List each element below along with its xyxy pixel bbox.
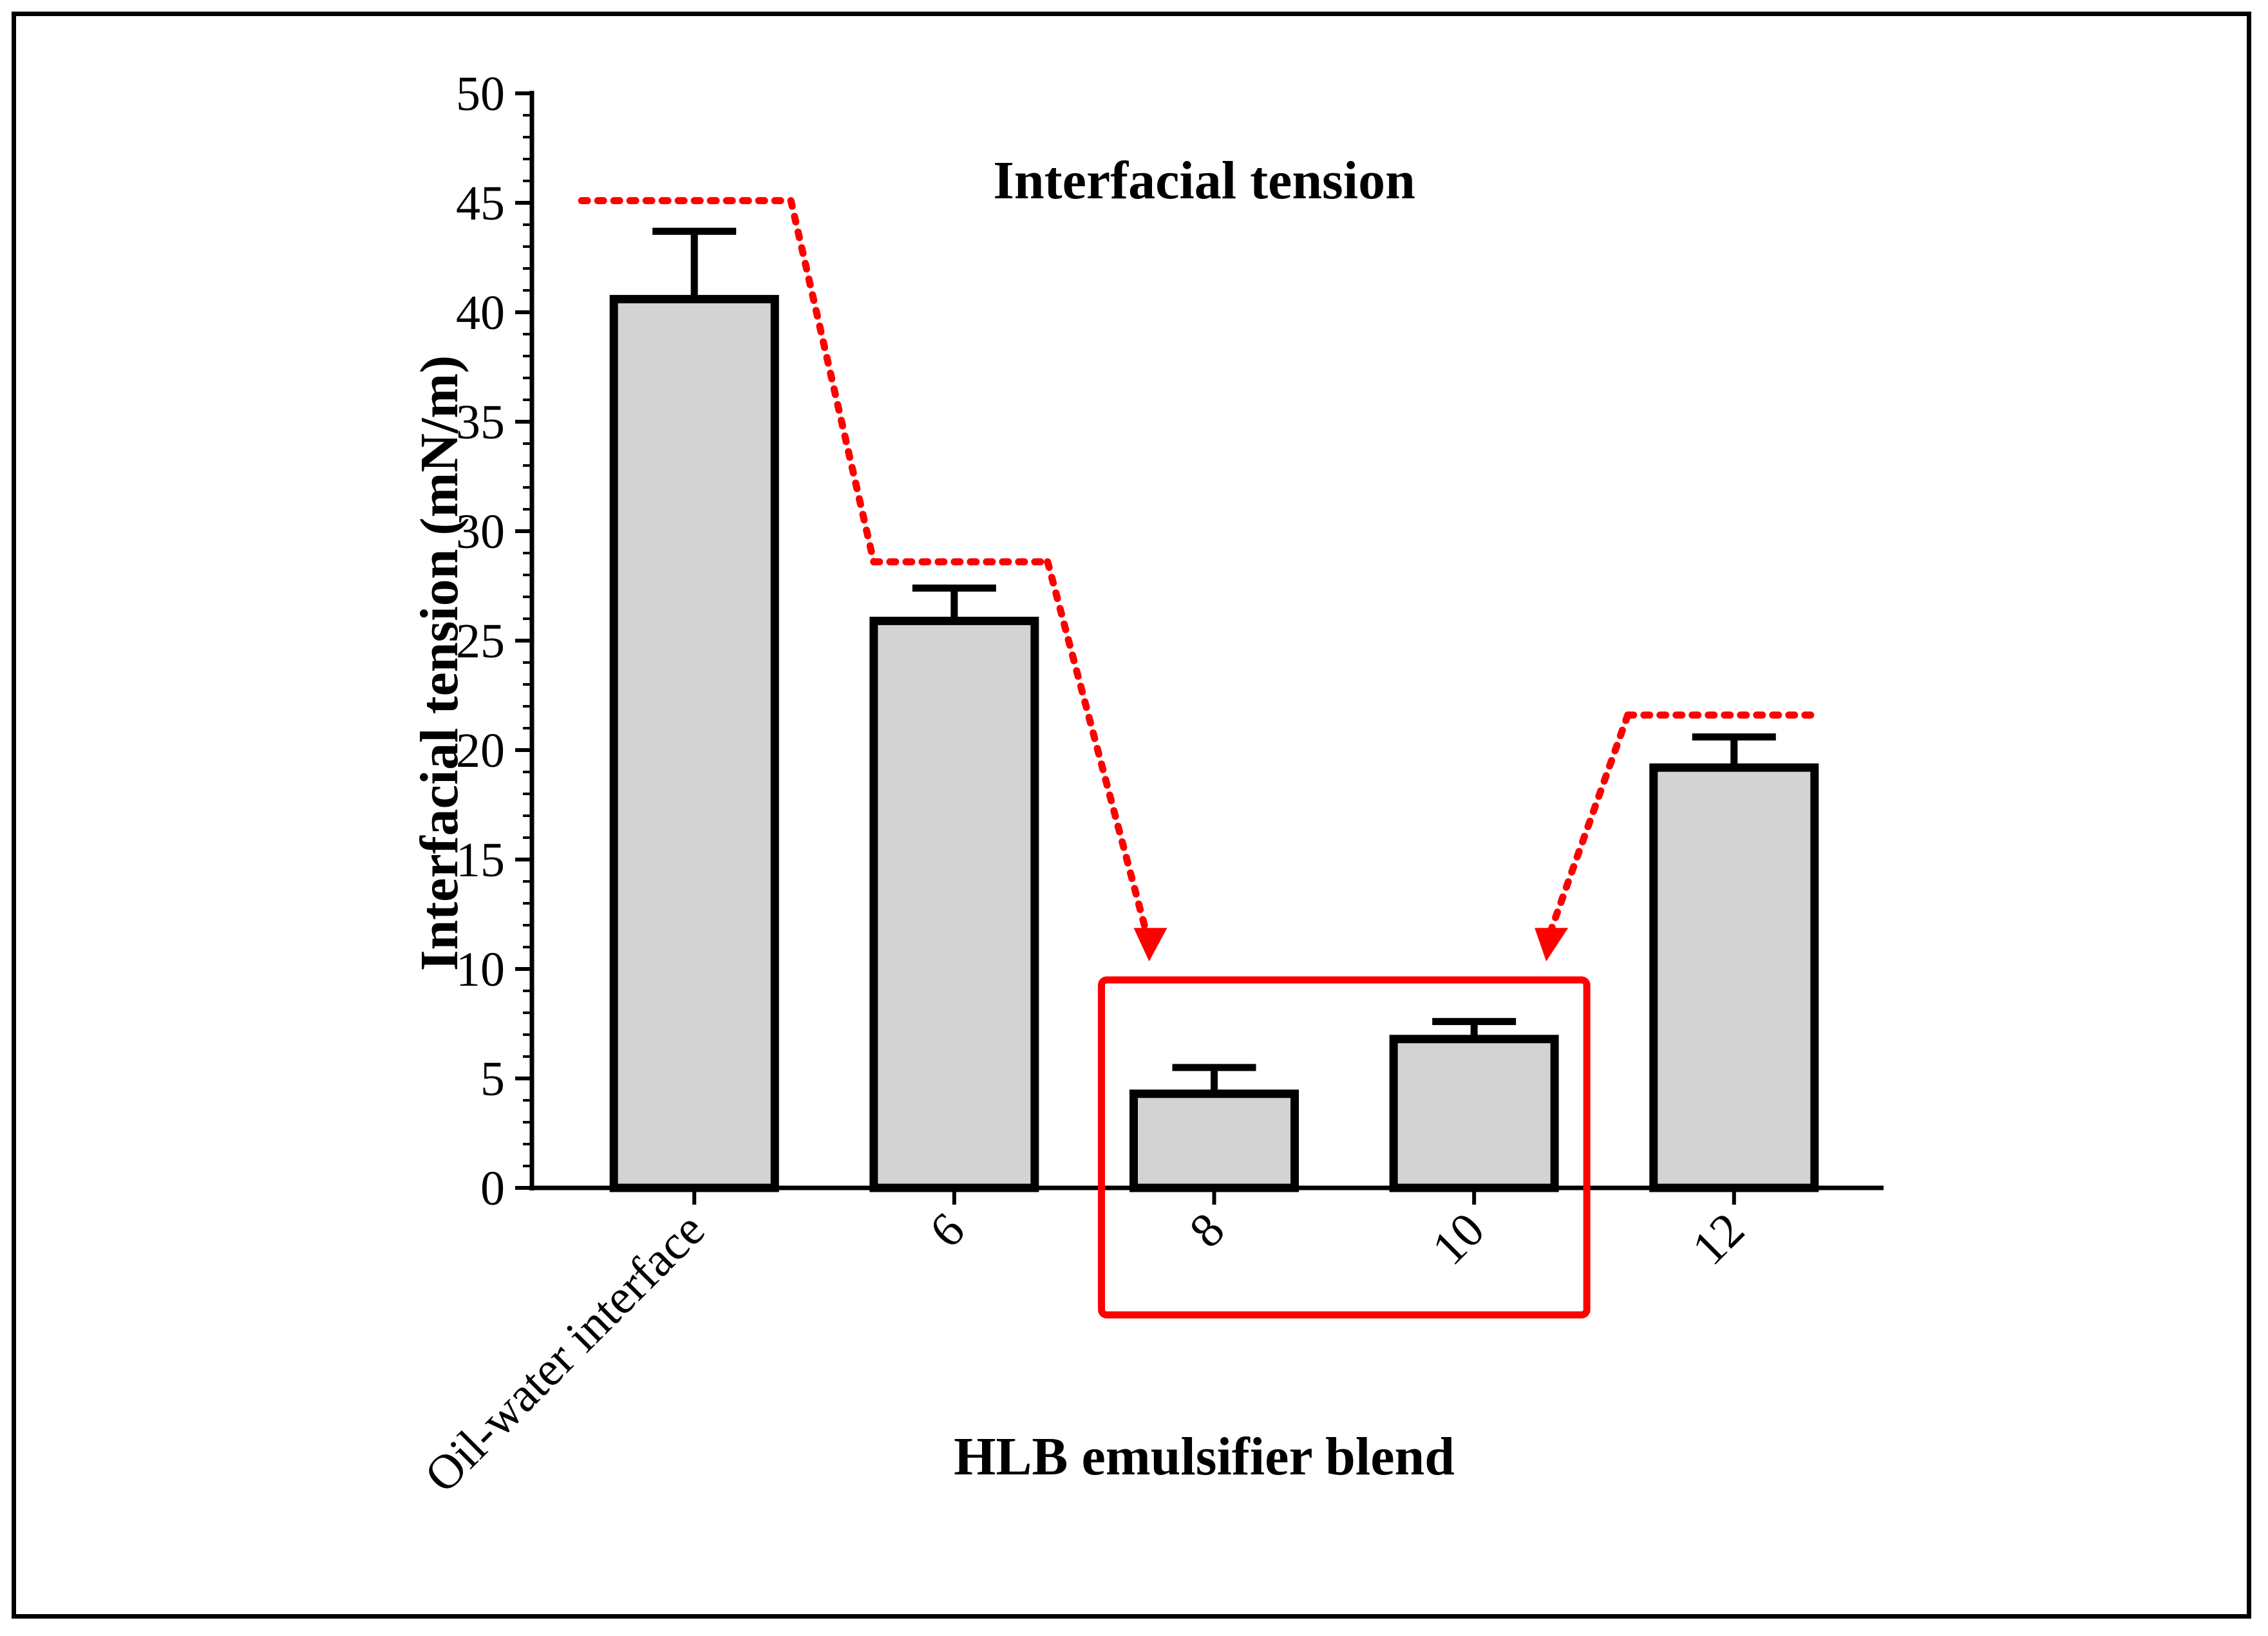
annotation-layer — [578, 197, 1822, 1319]
x-tick-label: 8 — [1179, 1203, 1234, 1258]
trend-arrow — [1044, 558, 1151, 942]
chart-title: Interfacial tension — [993, 151, 1415, 211]
bar — [1649, 763, 1819, 1192]
bar — [869, 616, 1039, 1192]
highlight-box — [1098, 976, 1591, 1319]
y-tick-label: 30 — [456, 505, 505, 559]
y-tick-label: 50 — [456, 67, 505, 121]
y-tick-label: 20 — [456, 724, 505, 778]
arrow-head — [1535, 928, 1569, 962]
trend-arrow — [1544, 711, 1632, 942]
error-bars-layer — [652, 227, 1776, 1094]
bar — [609, 295, 779, 1192]
x-tick-label: 12 — [1682, 1203, 1755, 1275]
y-tick-label: 35 — [456, 395, 505, 449]
y-tick-label: 10 — [456, 943, 505, 997]
y-tick-label: 25 — [456, 614, 505, 668]
y-tick-label: 45 — [456, 176, 505, 230]
x-tick-label: Oil-water interface — [415, 1203, 715, 1503]
bars-layer — [609, 295, 1819, 1192]
x-tick-label: 10 — [1422, 1203, 1495, 1275]
bar — [1129, 1089, 1299, 1192]
y-axis-label: Interfacial tension (mN/m) — [410, 355, 469, 971]
arrow-head — [1133, 928, 1167, 962]
x-tick-label: 6 — [920, 1203, 975, 1258]
y-tick-label: 0 — [480, 1161, 505, 1216]
figure-frame — [12, 12, 2251, 1619]
x-axis-label: HLB emulsifier blend — [954, 1427, 1455, 1487]
y-tick-label: 15 — [456, 833, 505, 887]
trend-connector — [787, 197, 878, 566]
y-tick-label: 40 — [456, 286, 505, 340]
bar — [1389, 1035, 1559, 1192]
y-tick-label: 5 — [480, 1052, 505, 1106]
